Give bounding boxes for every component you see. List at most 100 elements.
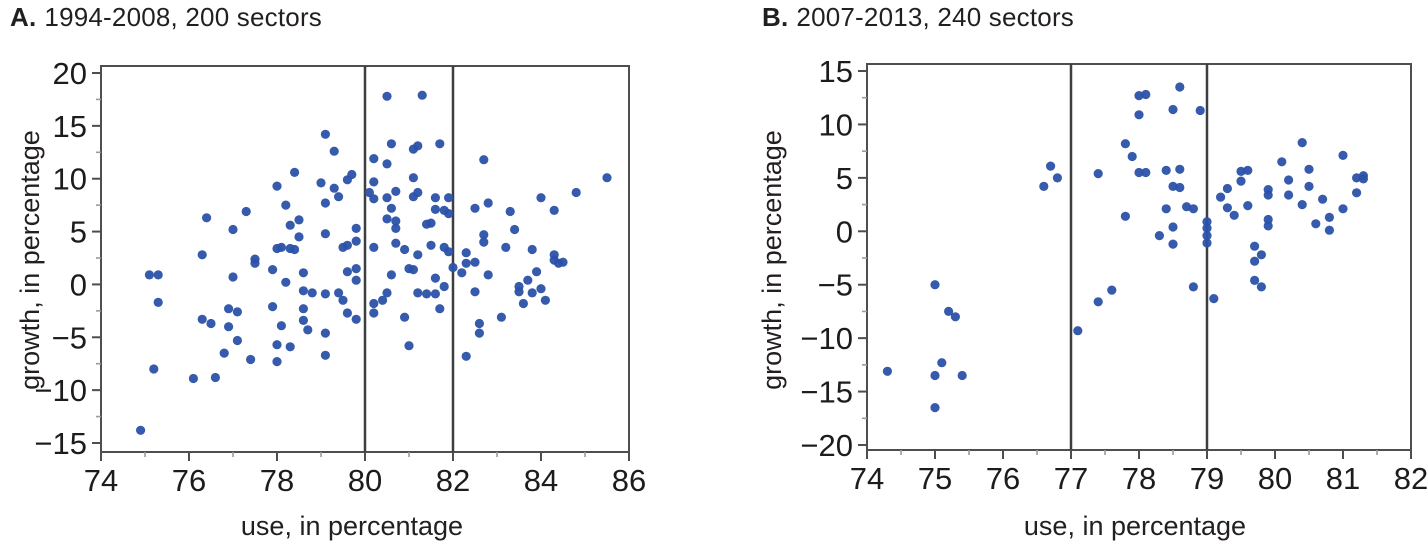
data-point bbox=[479, 155, 489, 165]
data-point bbox=[1318, 194, 1328, 204]
data-point bbox=[413, 141, 423, 151]
data-point bbox=[224, 322, 234, 332]
data-point bbox=[509, 224, 520, 235]
data-point bbox=[149, 364, 159, 374]
data-point bbox=[1120, 139, 1130, 149]
data-point bbox=[347, 169, 357, 180]
panel-a-caption: 1994-2008, 200 sectors bbox=[44, 2, 322, 32]
x-axis: 74 76 78 80 82 84 86 bbox=[84, 452, 646, 498]
data-point bbox=[518, 298, 529, 309]
data-point bbox=[1358, 174, 1368, 184]
data-point bbox=[1250, 256, 1260, 266]
data-point bbox=[461, 248, 471, 258]
data-point bbox=[272, 340, 282, 350]
data-point bbox=[386, 203, 396, 213]
data-point bbox=[408, 265, 418, 275]
data-point bbox=[1046, 161, 1056, 171]
data-point bbox=[342, 308, 352, 318]
points-layer bbox=[882, 82, 1368, 413]
data-point bbox=[1168, 239, 1178, 249]
data-point bbox=[342, 240, 352, 250]
data-point bbox=[320, 198, 330, 208]
data-point bbox=[202, 213, 212, 223]
data-point bbox=[241, 206, 251, 217]
data-point bbox=[1127, 151, 1137, 162]
data-point bbox=[281, 200, 291, 210]
data-point bbox=[268, 302, 278, 312]
data-point bbox=[470, 203, 480, 213]
y-tick-label: 5 bbox=[70, 215, 87, 250]
data-point bbox=[224, 304, 234, 314]
data-point bbox=[188, 373, 198, 384]
data-point bbox=[457, 268, 467, 278]
data-point bbox=[1188, 282, 1198, 292]
panel-b-label: B. bbox=[762, 2, 789, 32]
panel-b-caption: 2007-2013, 240 sectors bbox=[796, 2, 1074, 32]
data-point bbox=[470, 287, 480, 297]
data-point bbox=[1256, 250, 1266, 260]
data-point bbox=[197, 250, 207, 260]
data-point bbox=[232, 335, 242, 346]
data-point bbox=[338, 295, 348, 305]
data-point bbox=[930, 280, 940, 290]
data-point bbox=[408, 173, 418, 183]
data-point bbox=[1202, 223, 1212, 233]
data-point bbox=[144, 270, 154, 280]
y-tick-label: −15 bbox=[800, 375, 853, 410]
data-point bbox=[197, 314, 207, 324]
data-point bbox=[369, 154, 379, 164]
data-point bbox=[294, 215, 304, 225]
y-axis: −15 −10 −5 0 5 10 15 20 bbox=[34, 56, 101, 461]
panel-a-title: A. 1994-2008, 200 sectors bbox=[10, 2, 322, 33]
y-tick-label: 0 bbox=[70, 267, 87, 302]
data-point bbox=[944, 306, 954, 316]
panel-b-title: B. 2007-2013, 240 sectors bbox=[762, 2, 1074, 33]
x-tick-label: 74 bbox=[84, 463, 118, 498]
data-point bbox=[329, 146, 339, 156]
data-point bbox=[444, 193, 454, 203]
data-point bbox=[950, 312, 960, 322]
data-point bbox=[483, 198, 493, 208]
data-point bbox=[461, 258, 471, 268]
data-point bbox=[1263, 214, 1273, 225]
data-point bbox=[298, 286, 308, 296]
data-point bbox=[1168, 181, 1178, 191]
data-point bbox=[386, 270, 396, 280]
data-point bbox=[1304, 164, 1314, 174]
panel-a-scatter-chart: 74 76 78 80 82 84 86 −15 −10 −5 0 5 10 15 20 bbox=[34, 56, 646, 498]
data-point bbox=[391, 238, 401, 248]
points-layer bbox=[136, 90, 612, 435]
data-point bbox=[426, 218, 436, 228]
data-point bbox=[382, 159, 392, 169]
data-point bbox=[496, 312, 506, 322]
data-point bbox=[1243, 165, 1253, 175]
x-axis-minor-ticks bbox=[144, 452, 586, 457]
x-axis: 74 75 76 77 78 79 80 81 82 bbox=[850, 450, 1428, 496]
data-point bbox=[298, 304, 308, 314]
data-point bbox=[369, 308, 379, 318]
data-point bbox=[320, 229, 330, 239]
data-point bbox=[1141, 89, 1151, 100]
data-point bbox=[549, 205, 559, 215]
y-tick-label: −5 bbox=[52, 320, 87, 355]
y-tick-label: 10 bbox=[819, 107, 853, 142]
data-point bbox=[413, 250, 423, 260]
x-tick-label: 79 bbox=[1190, 461, 1224, 496]
data-point bbox=[448, 262, 458, 273]
data-point bbox=[1297, 200, 1307, 210]
data-point bbox=[320, 328, 330, 338]
x-tick-label: 78 bbox=[260, 463, 294, 498]
data-point bbox=[334, 288, 344, 298]
data-point bbox=[329, 183, 339, 193]
y-tick-label: 15 bbox=[819, 54, 853, 89]
data-point bbox=[369, 177, 379, 187]
data-point bbox=[298, 268, 308, 278]
data-point bbox=[1168, 104, 1178, 115]
data-point bbox=[290, 244, 300, 255]
y-tick-label: 5 bbox=[836, 161, 853, 196]
data-point bbox=[1175, 164, 1185, 174]
data-point bbox=[404, 341, 414, 351]
y-tick-label: −10 bbox=[800, 321, 853, 356]
y-tick-label: 20 bbox=[53, 56, 87, 91]
data-point bbox=[413, 187, 423, 198]
